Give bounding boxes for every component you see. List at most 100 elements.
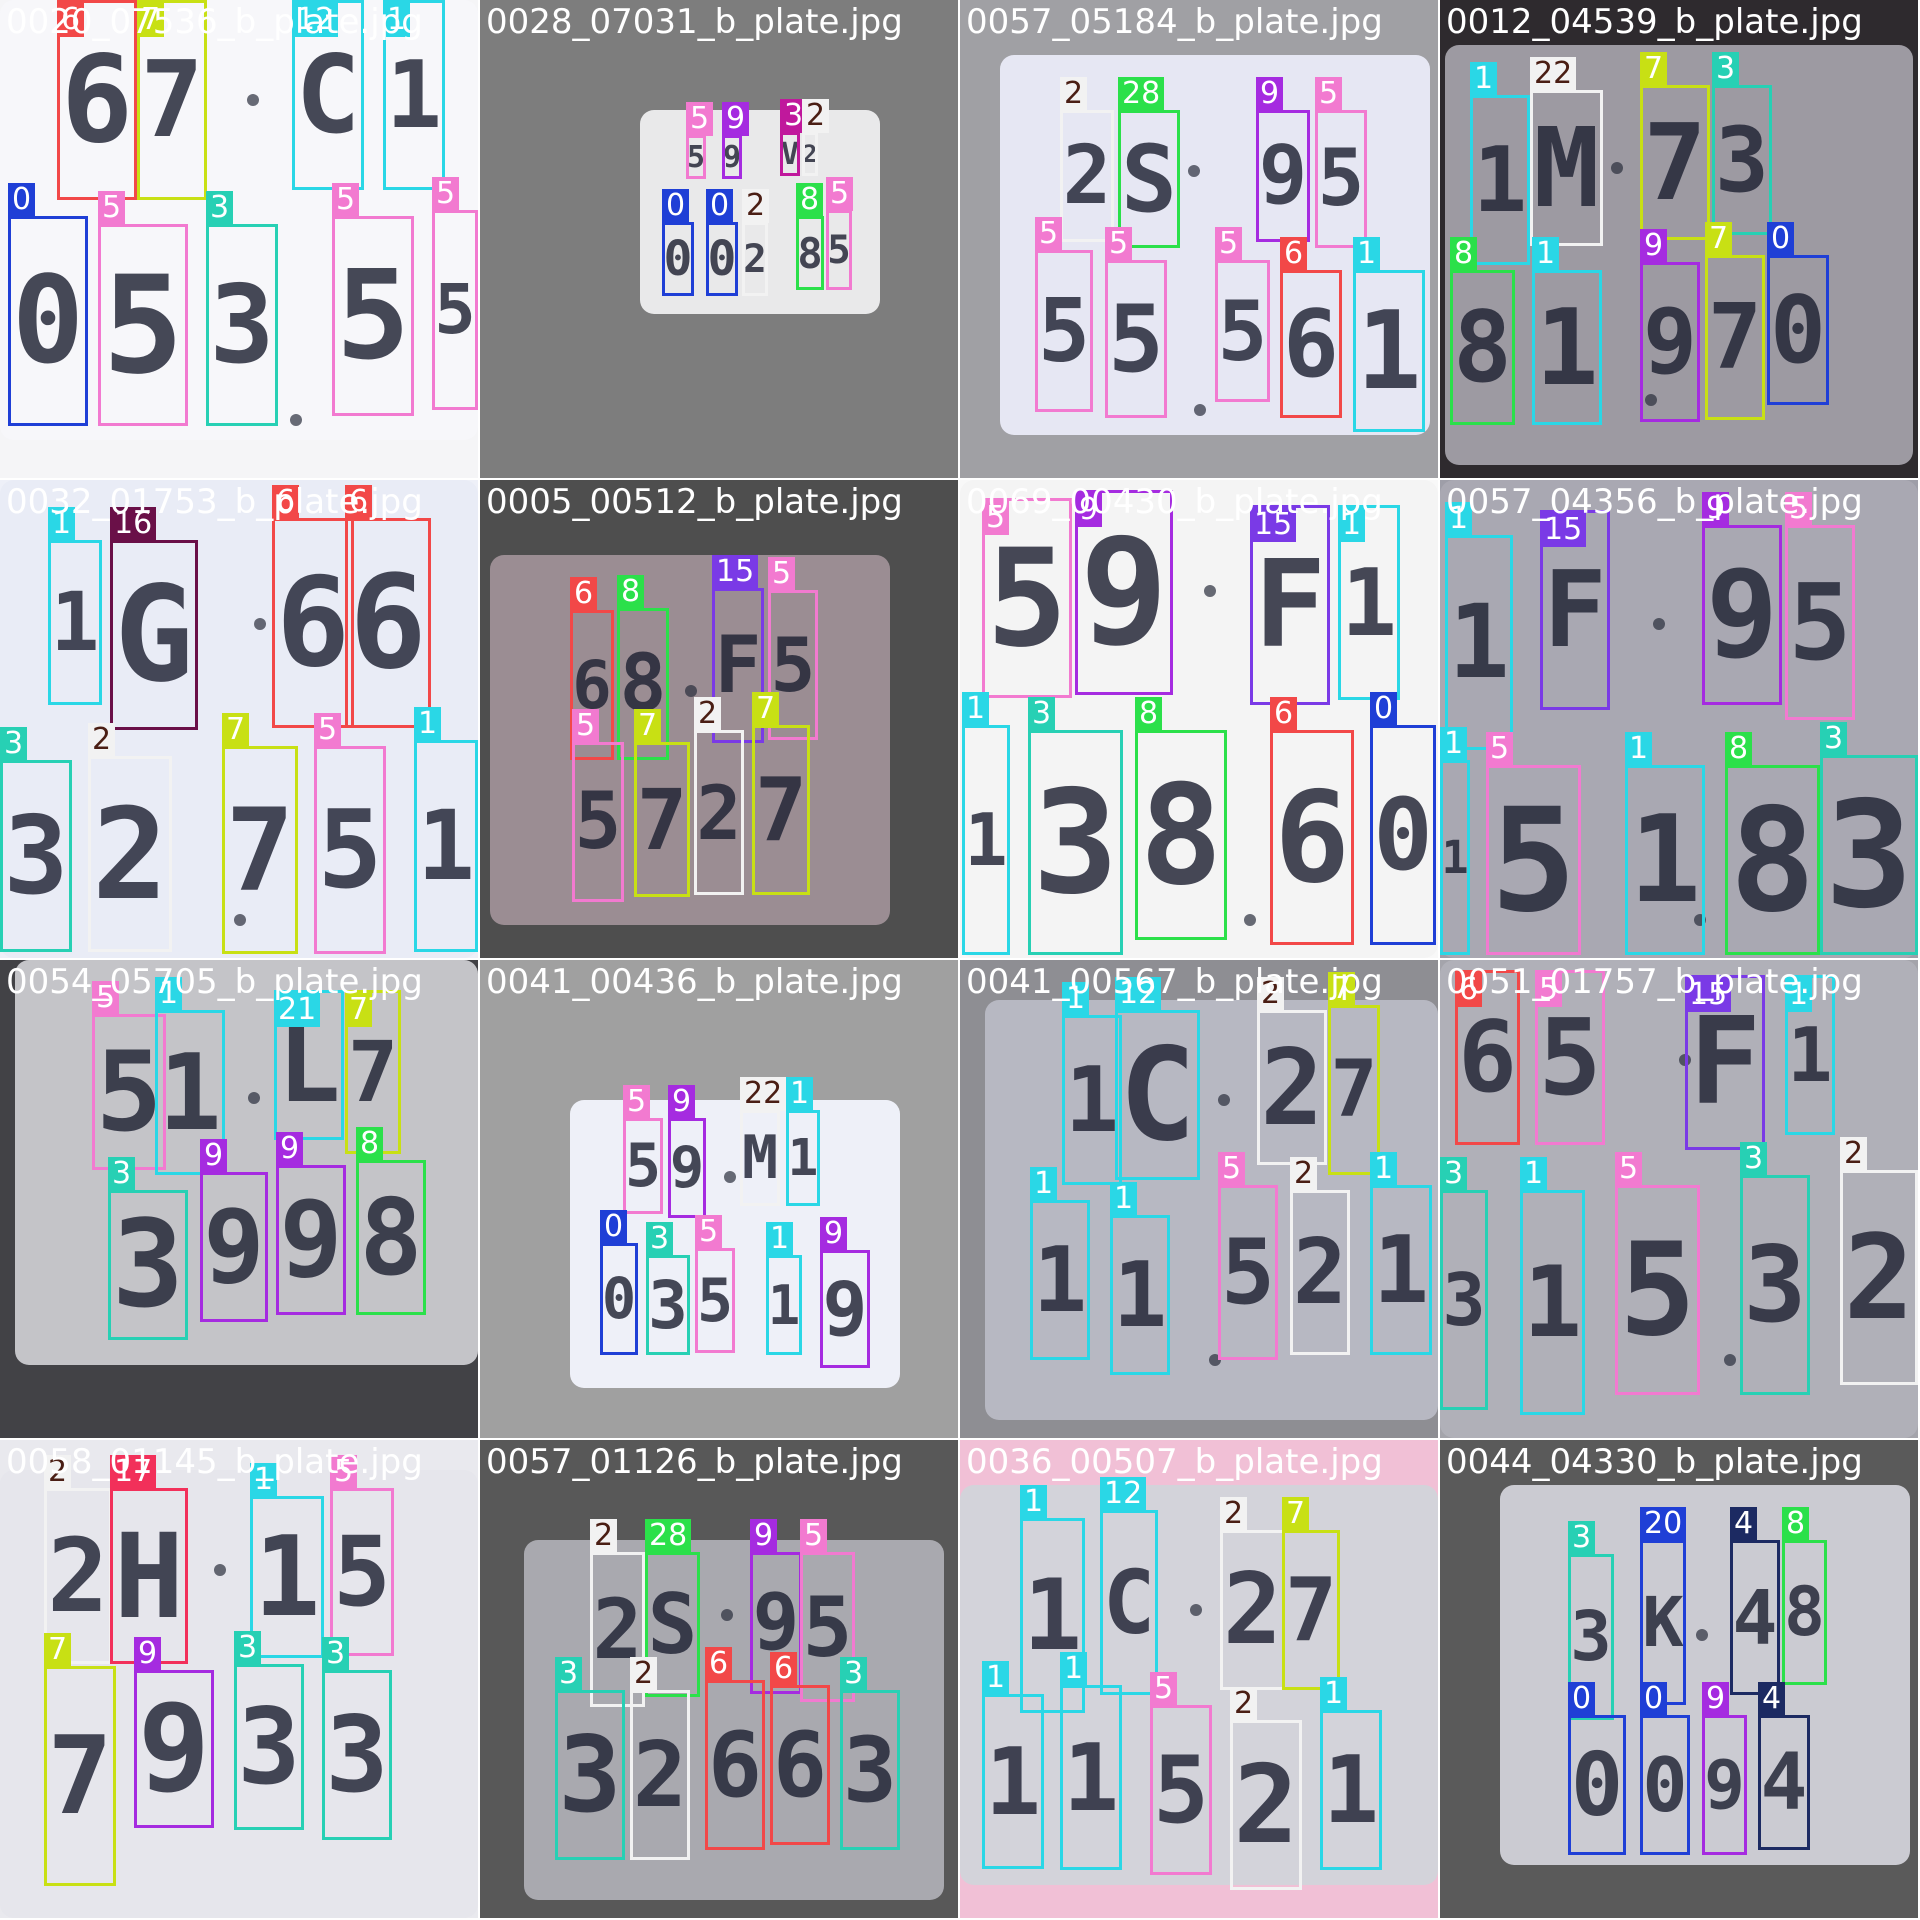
image-filename: 0028_07031_b_plate.jpg [486,2,903,42]
class-label: 2 [802,99,830,133]
class-label: 2 [1060,77,1088,111]
license-plate [490,555,890,925]
plate-character: 3 [843,1717,897,1823]
image-filename: 0032_01753_b_plate.jpg [6,482,423,522]
class-label: 17 [110,1455,157,1489]
plate-separator-dot [254,618,266,630]
class-label: 8 [1725,732,1753,766]
plate-character: 8 [1453,290,1512,405]
class-label: 3 [234,1631,262,1665]
class-label: 1 [1370,1152,1398,1186]
plate-character: 1 [1443,831,1467,884]
plate-character: 5 [689,139,703,175]
class-label: 5 [314,713,342,747]
class-label: 28 [1118,77,1165,111]
class-label: 3 [646,1222,674,1256]
image-filename: 0041_00436_b_plate.jpg [486,962,903,1002]
image-filename: 0041_00567_b_plate.jpg [966,962,1383,1002]
plate-character: 3 [1443,1258,1485,1342]
detection-box: H 17 [110,1455,188,1664]
plate-character: 7 [47,1713,113,1839]
plate-character: 1 [1788,1011,1832,1099]
class-label: 5 [1785,492,1813,526]
image-tile: 6 6 5 5 F 15 1 1 3 3 1 1 5 5 3 3 2 2 0051_01757_b_plate.jp… [1440,960,1918,1438]
plate-character: 0 [709,231,735,287]
class-label: 22 [740,1077,787,1111]
plate-character: 0 [1643,1741,1687,1829]
plate-separator-dot [685,685,697,697]
class-label: 3 [1440,1157,1468,1191]
plate-character: 1 [1523,1245,1582,1360]
plate-character: 5 [1038,280,1090,382]
detection-box: S 28 [645,1519,700,1697]
plate-character: 2 [47,1516,109,1636]
class-label: 5 [98,191,126,225]
class-label: 1 [1060,1652,1088,1686]
plate-character: 6 [773,1712,827,1818]
class-label: 3 [1740,1142,1768,1176]
image-filename: 0012_04539_b_plate.jpg [1446,2,1863,42]
class-label: 6 [770,1652,798,1686]
plate-character: 4 [1761,1737,1807,1828]
plate-character: 9 [1705,1745,1744,1825]
plate-character: 0 [665,231,691,287]
plate-separator-dot [290,414,302,426]
plate-character: 7 [1285,1559,1337,1661]
class-label: 5 [572,709,600,743]
class-label: 8 [1135,697,1163,731]
class-label: 9 [722,102,750,136]
class-label: 3 [108,1157,136,1191]
plate-character: 6 [708,1712,762,1818]
class-label: 8 [1782,1507,1810,1541]
plate-character: 5 [317,787,383,913]
class-label: 5 [1035,217,1063,251]
image-tile: 6 6 7 7 C 12 1 1 0 0 5 5 3 3 5 5 5 5 0020_07536_b_plate.jp… [0,0,478,478]
class-label: 16 [110,507,157,541]
plate-character: 1 [1065,1047,1119,1153]
plate-character: 8 [359,1176,423,1299]
class-label: 3 [1820,722,1848,756]
class-label: 9 [200,1139,228,1173]
plate-character: 1 [253,1512,321,1642]
plate-character: 2 [1293,1220,1347,1325]
plate-character: 5 [1318,134,1364,224]
class-label: 9 [1640,229,1668,263]
plate-character: 0 [1770,276,1826,384]
class-label: 1 [250,1463,278,1497]
plate-character: 1 [1448,583,1510,702]
class-label: 0 [1767,222,1795,256]
class-label: 20 [1640,1507,1687,1541]
class-label: 6 [272,485,300,519]
plate-separator-dot [234,914,246,926]
plate-character: 5 [435,270,475,350]
class-label: 12 [292,3,339,37]
plate-character: 2 [1260,1026,1324,1149]
plate-character: 1 [1373,1216,1429,1324]
image-filename: 0069_00430_b_plate.jpg [966,482,1383,522]
plate-character: 2 [1233,1742,1299,1868]
